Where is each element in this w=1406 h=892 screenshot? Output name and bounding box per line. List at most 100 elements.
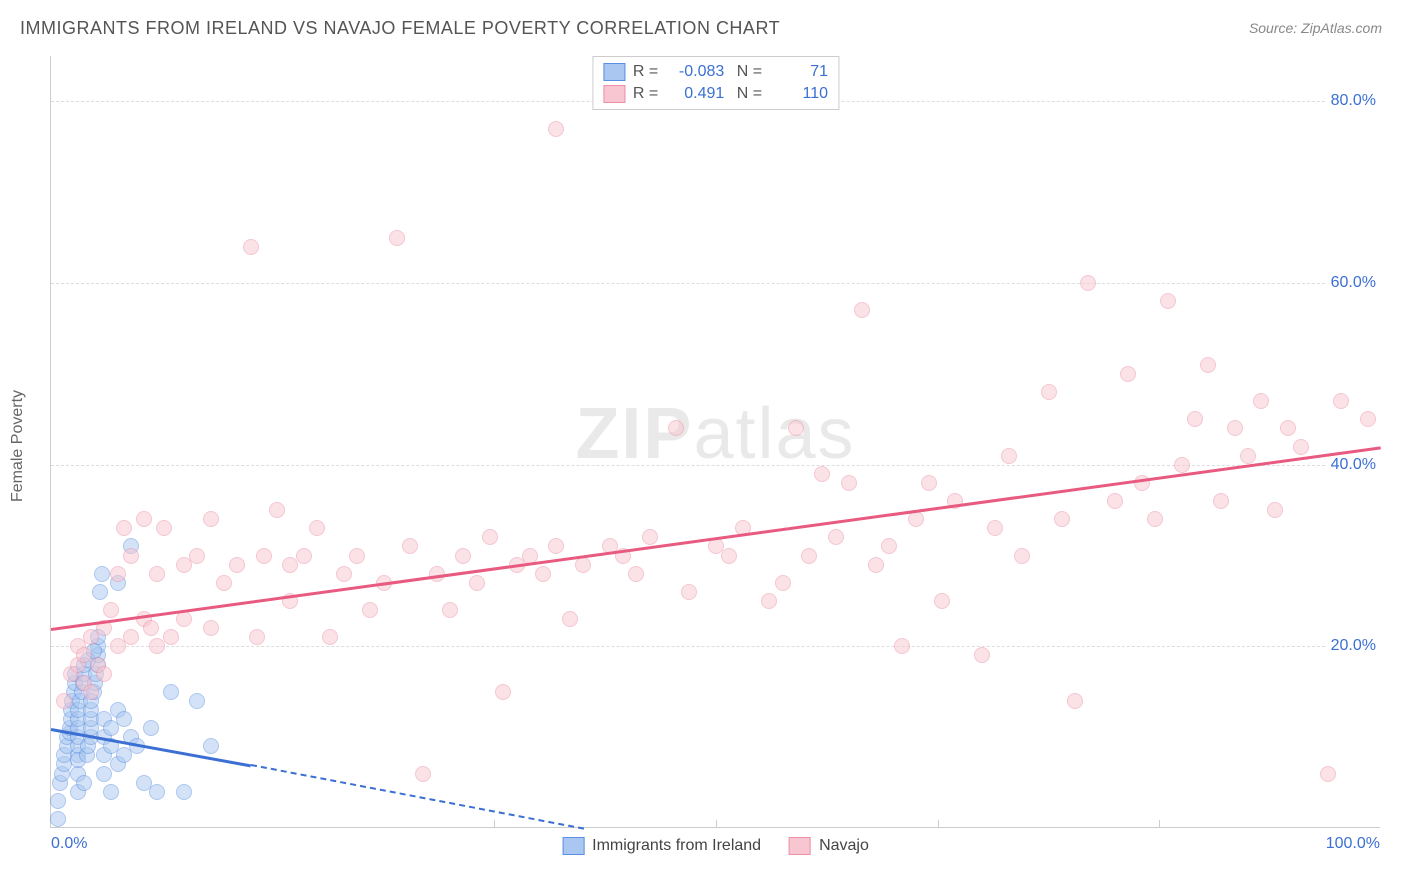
data-point-navajo	[974, 647, 990, 663]
data-point-navajo	[216, 575, 232, 591]
data-point-ireland	[176, 784, 192, 800]
data-point-navajo	[415, 766, 431, 782]
data-point-navajo	[1147, 511, 1163, 527]
r-label: R =	[633, 63, 658, 81]
x-tick-mark	[494, 820, 495, 828]
swatch-navajo	[789, 837, 811, 855]
data-point-navajo	[469, 575, 485, 591]
data-point-navajo	[136, 511, 152, 527]
grid-line	[51, 283, 1380, 284]
data-point-navajo	[389, 230, 405, 246]
data-point-navajo	[775, 575, 791, 591]
data-point-navajo	[123, 629, 139, 645]
data-point-navajo	[1320, 766, 1336, 782]
data-point-ireland	[143, 720, 159, 736]
data-point-navajo	[309, 520, 325, 536]
correlation-legend: R = -0.083 N = 71 R = 0.491 N = 110	[592, 56, 839, 110]
data-point-navajo	[548, 121, 564, 137]
data-point-navajo	[1120, 366, 1136, 382]
data-point-navajo	[1001, 448, 1017, 464]
data-point-navajo	[149, 566, 165, 582]
chart-title: IMMIGRANTS FROM IRELAND VS NAVAJO FEMALE…	[20, 18, 780, 39]
data-point-navajo	[1267, 502, 1283, 518]
data-point-navajo	[1280, 420, 1296, 436]
scatter-plot-area: ZIPatlas R = -0.083 N = 71 R = 0.491 N =…	[50, 56, 1380, 828]
data-point-ireland	[50, 793, 66, 809]
data-point-navajo	[1054, 511, 1070, 527]
data-point-navajo	[628, 566, 644, 582]
grid-line	[51, 646, 1380, 647]
data-point-navajo	[761, 593, 777, 609]
x-tick-mark	[938, 820, 939, 828]
data-point-navajo	[1293, 439, 1309, 455]
data-point-navajo	[535, 566, 551, 582]
legend-item-ireland: Immigrants from Ireland	[562, 837, 761, 855]
data-point-ireland	[116, 711, 132, 727]
data-point-navajo	[814, 466, 830, 482]
data-point-ireland	[163, 684, 179, 700]
data-point-navajo	[1080, 275, 1096, 291]
data-point-navajo	[1200, 357, 1216, 373]
data-point-navajo	[1333, 393, 1349, 409]
data-point-navajo	[881, 538, 897, 554]
data-point-navajo	[495, 684, 511, 700]
data-point-navajo	[1067, 693, 1083, 709]
data-point-navajo	[296, 548, 312, 564]
data-point-navajo	[854, 302, 870, 318]
data-point-navajo	[548, 538, 564, 554]
x-tick-max: 100.0%	[1326, 835, 1380, 853]
trend-line	[51, 447, 1381, 632]
data-point-navajo	[110, 566, 126, 582]
data-point-ireland	[189, 693, 205, 709]
data-point-ireland	[50, 811, 66, 827]
x-tick-min: 0.0%	[51, 835, 87, 853]
legend-label-navajo: Navajo	[819, 837, 869, 855]
data-point-ireland	[76, 775, 92, 791]
data-point-navajo	[1041, 384, 1057, 400]
data-point-navajo	[442, 602, 458, 618]
data-point-navajo	[103, 602, 119, 618]
data-point-navajo	[894, 638, 910, 654]
swatch-navajo	[603, 85, 625, 103]
n-label: N =	[732, 85, 762, 103]
data-point-navajo	[83, 684, 99, 700]
data-point-navajo	[934, 593, 950, 609]
n-label: N =	[732, 63, 762, 81]
data-point-ireland	[149, 784, 165, 800]
data-point-navajo	[921, 475, 937, 491]
data-point-navajo	[189, 548, 205, 564]
swatch-ireland	[603, 63, 625, 81]
data-point-navajo	[1360, 411, 1376, 427]
data-point-navajo	[841, 475, 857, 491]
data-point-ireland	[103, 784, 119, 800]
data-point-navajo	[642, 529, 658, 545]
x-tick-mark	[1159, 820, 1160, 828]
data-point-navajo	[163, 629, 179, 645]
r-value-navajo: 0.491	[666, 85, 724, 103]
data-point-navajo	[1213, 493, 1229, 509]
data-point-navajo	[681, 584, 697, 600]
data-point-navajo	[243, 239, 259, 255]
data-point-navajo	[1174, 457, 1190, 473]
series-legend: Immigrants from Ireland Navajo	[562, 837, 869, 855]
data-point-navajo	[1240, 448, 1256, 464]
watermark: ZIPatlas	[575, 392, 855, 474]
data-point-navajo	[1227, 420, 1243, 436]
data-point-navajo	[56, 693, 72, 709]
data-point-navajo	[249, 629, 265, 645]
data-point-navajo	[203, 511, 219, 527]
data-point-navajo	[1107, 493, 1123, 509]
source-attribution: Source: ZipAtlas.com	[1249, 20, 1382, 36]
y-tick-label: 20.0%	[1325, 635, 1382, 657]
data-point-navajo	[229, 557, 245, 573]
data-point-navajo	[123, 548, 139, 564]
data-point-navajo	[256, 548, 272, 564]
data-point-navajo	[788, 420, 804, 436]
data-point-ireland	[203, 738, 219, 754]
n-value-ireland: 71	[770, 63, 828, 81]
data-point-navajo	[203, 620, 219, 636]
data-point-navajo	[828, 529, 844, 545]
data-point-navajo	[868, 557, 884, 573]
watermark-light: atlas	[693, 393, 855, 473]
data-point-navajo	[143, 620, 159, 636]
